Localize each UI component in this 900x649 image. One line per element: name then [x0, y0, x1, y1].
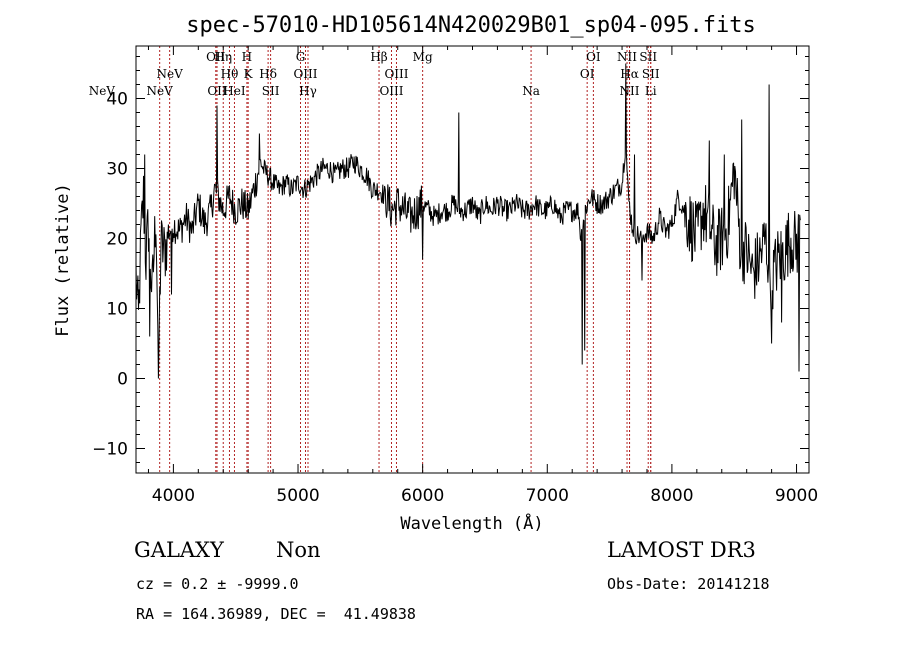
y-axis-label: Flux (relative): [53, 183, 73, 337]
y-tick-label: −10: [92, 440, 128, 460]
y-tick-label: 30: [106, 160, 128, 180]
spectral-line-label: NII: [620, 84, 640, 98]
spectral-line-label: K: [244, 67, 254, 81]
spectral-line-label: OIII: [293, 67, 317, 81]
redshift-readout: cz = 0.2 ± -9999.0: [136, 575, 299, 593]
spectral-line-label: SII: [639, 50, 657, 64]
spectral-line-label: H: [242, 50, 252, 64]
x-tick-label: 9000: [775, 486, 818, 506]
spectral-line-label: Hδ: [259, 67, 277, 81]
y-tick-label: 10: [106, 300, 128, 320]
spectral-line-label: OIII: [379, 84, 403, 98]
x-tick-label: 5000: [276, 486, 319, 506]
spectral-line-label: Hθ: [221, 67, 239, 81]
spectral-line-label: NeV: [157, 67, 184, 81]
coordinates-readout: RA = 164.36989, DEC = 41.49838: [136, 605, 416, 623]
spectral-line-label: SII: [642, 67, 660, 81]
y-tick-label: 0: [117, 370, 128, 390]
x-tick-label: 8000: [650, 486, 693, 506]
spectral-line-label: HeI: [223, 84, 246, 98]
y-axis-ticks: −10 0 10 20 30 40: [92, 56, 809, 463]
spectral-line-label: Na: [522, 84, 540, 98]
object-subclass: Non: [276, 538, 321, 562]
obs-date: Obs-Date: 20141218: [607, 575, 770, 593]
spectrum-trace-group: [135, 63, 801, 379]
spectral-line-label: Mg: [413, 50, 433, 64]
x-tick-label: 6000: [401, 486, 444, 506]
survey-name: LAMOST DR3: [607, 538, 756, 562]
spectral-line-label: G: [296, 50, 306, 64]
spectral-line-label: NII: [617, 50, 637, 64]
spectral-line-label: OII: [206, 50, 226, 64]
chart-title: spec-57010-HD105614N420029B01_sp04-095.f…: [186, 13, 756, 38]
x-tick-label: 7000: [526, 486, 569, 506]
plot-frame: [135, 45, 810, 474]
x-axis-label: Wavelength (Å): [400, 512, 543, 534]
x-tick-label: 4000: [152, 486, 195, 506]
spectral-line-label: OIII: [384, 67, 408, 81]
x-axis-ticks: 4000 5000 6000 7000 8000 9000: [147, 46, 818, 506]
spectral-line-label: OI: [586, 50, 601, 64]
spectrum-trace: [135, 63, 801, 379]
y-tick-label: 40: [106, 90, 128, 110]
spectral-line-label: Hβ: [370, 50, 387, 64]
spectral-line-label: OI: [580, 67, 595, 81]
spectral-line-markers: [159, 46, 652, 473]
spectral-line-label: Hγ: [299, 84, 317, 98]
spectral-line-label: SII: [262, 84, 280, 98]
spectral-line-label: OII: [207, 84, 227, 98]
spectral-line-label: NeV: [89, 84, 116, 98]
spectral-line-label: NeV: [147, 84, 174, 98]
spectral-line-label: Hη: [214, 50, 232, 64]
object-class: GALAXY: [134, 538, 224, 562]
y-tick-label: 20: [106, 230, 128, 250]
spectral-line-label: Li: [645, 84, 657, 98]
spectral-line-label: Hα: [620, 67, 639, 81]
